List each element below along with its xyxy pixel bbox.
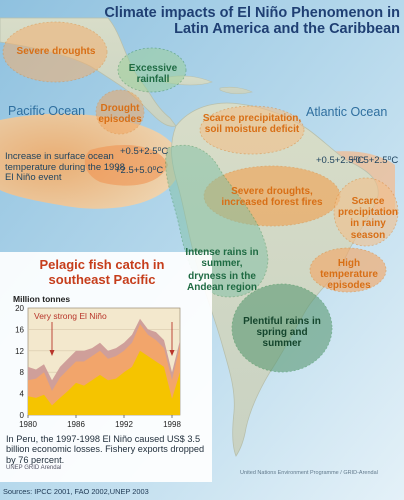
chart-areas <box>28 318 180 415</box>
unep-grid-logos: UNEP GRID Arendal <box>6 465 62 471</box>
zone-scarce-precip-rainy <box>333 177 399 247</box>
peru-footnote: In Peru, the 1997-1998 El Niño caused US… <box>6 434 205 465</box>
sst-atlantic-b: +0.5+2.5⁰C <box>350 155 399 166</box>
chart-xtick-label: 1998 <box>163 420 181 429</box>
label-dryness-andean: dryness in the Andean region <box>186 271 257 294</box>
map-title: Climate impacts of El Niño Phenomenon in… <box>104 5 400 38</box>
label-scarce-precip-soil: Scarce precipitation, soil moisture defi… <box>202 113 302 136</box>
chart-title: Pelagic fish catch in southeast Pacific <box>39 257 165 287</box>
label-intense-rains: Intense rains in summer, <box>185 247 259 270</box>
sst-hot-zone <box>84 145 168 186</box>
chart-xtick-label: 1992 <box>115 420 133 429</box>
sst-pacific-a: +0.5+2.5⁰C <box>120 146 169 157</box>
sst-note: Increase in surface ocean temperature du… <box>5 151 125 184</box>
sst-atlantic-a: +0.5+2.5⁰C <box>316 155 365 166</box>
atlantic-ocean-label: Atlantic Ocean <box>306 105 388 119</box>
zone-drought-episodes <box>95 89 145 135</box>
chart-xtick-label: 1986 <box>67 420 85 429</box>
chart-ytick-label: 4 <box>20 390 25 399</box>
chart-series-area-0 <box>28 350 180 415</box>
chart-event-arrowhead <box>169 350 175 356</box>
chart-ytick-label: 8 <box>20 368 25 377</box>
zone-excessive-rainfall <box>117 47 187 93</box>
chart-ytick-label: 12 <box>15 347 24 356</box>
chart-yticks: 0 4 8 12 16 20 <box>15 304 24 420</box>
chart-xticks: 1980 1986 1992 1998 <box>19 415 181 429</box>
chart-ytick-label: 20 <box>15 304 24 313</box>
chart-ytick-label: 16 <box>15 325 24 334</box>
chart-ytick-label: 0 <box>20 411 25 420</box>
zone-scarce-precip-soil <box>199 105 305 155</box>
sources-line: Sources: IPCC 2001, FAO 2002,UNEP 2003 <box>3 487 149 496</box>
pacific-ocean-label: Pacific Ocean <box>8 104 86 118</box>
chart-annotation: Very strong El Niño <box>34 311 107 321</box>
chart-ylabel: Million tonnes <box>13 294 70 304</box>
label-plentiful-rains: Plentiful rains in spring and summer <box>243 316 321 350</box>
label-scarce-precip-rainy: Scarce precipitation in rainy season <box>338 196 399 241</box>
chart-events <box>49 322 175 356</box>
label-severe-droughts-fires: Severe droughts, increased forest fires <box>221 186 323 209</box>
label-drought-episodes: Drought episodes <box>98 103 142 126</box>
credit-line: United Nations Environment Programme / G… <box>240 470 378 476</box>
zone-high-temp <box>309 247 387 293</box>
zone-severe-droughts <box>2 21 108 83</box>
label-high-temp: High temperature episodes <box>320 258 378 292</box>
label-excessive-rainfall: Excessive rainfall <box>128 63 178 86</box>
sst-pacific-b: +2.5+5.0⁰C <box>115 165 164 176</box>
zone-plentiful-rains <box>231 283 333 373</box>
chart-event-arrowhead <box>49 350 55 356</box>
label-severe-droughts: Severe droughts <box>16 46 96 57</box>
chart-xtick-label: 1980 <box>19 420 37 429</box>
